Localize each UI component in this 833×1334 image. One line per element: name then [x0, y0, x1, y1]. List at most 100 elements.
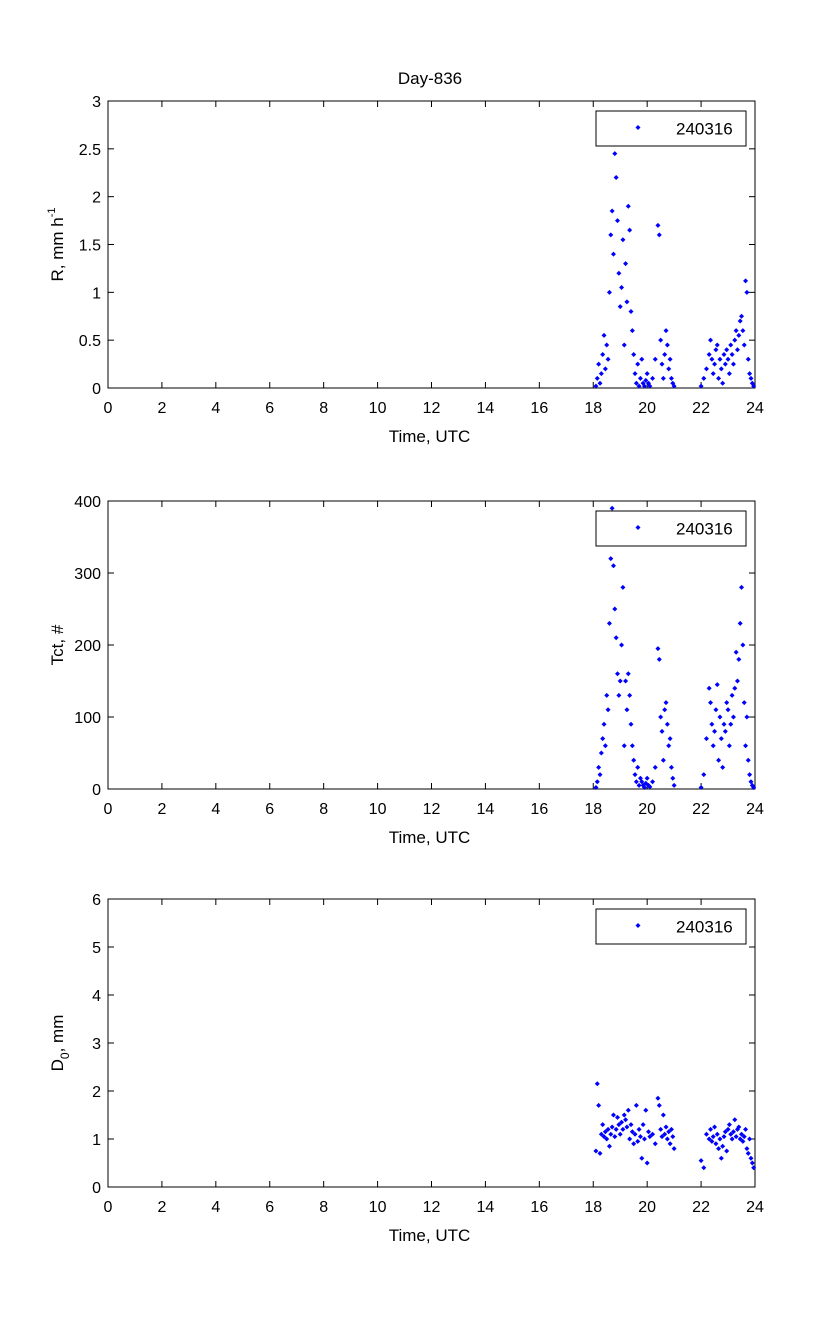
data-point — [751, 1165, 757, 1171]
data-point — [733, 649, 739, 655]
data-point — [721, 721, 727, 727]
data-point — [728, 1131, 734, 1137]
data-point — [721, 352, 727, 358]
legend: 240316 — [595, 908, 747, 945]
data-point — [662, 1131, 668, 1137]
data-point — [743, 278, 749, 284]
data-point — [652, 1141, 658, 1147]
data-point — [737, 1136, 743, 1142]
y-tick-label: 3 — [92, 1036, 101, 1053]
data-point — [606, 620, 612, 626]
data-point — [601, 721, 607, 727]
data-point — [709, 1138, 715, 1144]
data-point — [658, 714, 664, 720]
y-tick-label: 6 — [92, 892, 101, 909]
data-point — [701, 1165, 707, 1171]
data-point — [729, 1136, 735, 1142]
data-point — [610, 251, 616, 257]
data-point — [744, 289, 750, 295]
data-point — [639, 356, 645, 362]
data-point — [732, 685, 738, 691]
data-point — [725, 1126, 731, 1132]
data-point — [609, 208, 615, 214]
data-point — [597, 1150, 603, 1156]
x-tick-label: 24 — [746, 1199, 764, 1216]
data-point — [698, 383, 704, 389]
data-point — [716, 757, 722, 763]
x-tick-label: 2 — [157, 400, 166, 417]
data-point — [741, 1134, 747, 1140]
x-tick-label: 6 — [265, 400, 274, 417]
data-point — [736, 656, 742, 662]
y-tick-label: 3 — [92, 94, 101, 111]
x-tick-label: 2 — [157, 801, 166, 818]
y-tick-label: 4 — [92, 988, 101, 1005]
data-point — [636, 782, 642, 788]
y-tick-label: 0 — [92, 1180, 101, 1197]
data-point — [662, 352, 668, 358]
data-point — [616, 270, 622, 276]
data-point — [643, 1107, 649, 1113]
data-point — [600, 1122, 606, 1128]
data-point — [631, 1141, 637, 1147]
y-tick-label: 2 — [92, 1084, 101, 1101]
data-point — [629, 328, 635, 334]
x-tick-label: 8 — [319, 801, 328, 818]
data-point — [717, 356, 723, 362]
data-point — [604, 692, 610, 698]
data-point — [666, 366, 672, 372]
data-point — [623, 261, 629, 267]
y-axis-label-main: Tct, # — [48, 624, 67, 665]
data-point — [628, 308, 634, 314]
data-point — [627, 692, 633, 698]
data-point — [733, 328, 739, 334]
data-point — [667, 1141, 673, 1147]
data-point — [594, 779, 600, 785]
data-point — [602, 743, 608, 749]
data-point — [716, 1146, 722, 1152]
data-point — [730, 1129, 736, 1135]
x-axis-label: Time, UTC — [389, 1226, 471, 1245]
data-point — [708, 1126, 714, 1132]
data-point — [671, 383, 677, 389]
data-point — [650, 1131, 656, 1137]
data-point — [739, 1131, 745, 1137]
data-point — [739, 584, 745, 590]
legend-label: 240316 — [676, 918, 733, 937]
data-point — [712, 1124, 718, 1130]
y-axis-label-superscript: -1 — [46, 207, 58, 217]
x-tick-label: 4 — [211, 400, 220, 417]
data-point — [740, 642, 746, 648]
data-point — [720, 380, 726, 386]
data-point — [625, 671, 631, 677]
series-240316 — [593, 505, 757, 791]
data-point — [701, 772, 707, 778]
y-tick-label: 0.5 — [79, 333, 101, 350]
data-point — [717, 1136, 723, 1142]
data-point — [741, 700, 747, 706]
x-tick-label: 20 — [638, 1199, 656, 1216]
data-point — [706, 1136, 712, 1142]
data-point — [639, 1155, 645, 1161]
data-point — [668, 764, 674, 770]
data-point — [655, 1095, 661, 1101]
data-point — [635, 1138, 641, 1144]
data-point — [596, 764, 602, 770]
data-point — [617, 304, 623, 310]
y-tick-label: 400 — [74, 494, 101, 511]
data-point — [613, 1126, 619, 1132]
data-point — [656, 232, 662, 238]
plot-area — [107, 500, 756, 790]
x-tick-label: 12 — [423, 801, 441, 818]
data-point — [718, 366, 724, 372]
data-point — [722, 1129, 728, 1135]
y-tick-label: 300 — [74, 566, 101, 583]
data-point — [608, 232, 614, 238]
legend-box — [595, 510, 747, 547]
data-point — [729, 692, 735, 698]
legend: 240316 — [595, 110, 747, 147]
data-point — [647, 784, 653, 790]
data-point — [706, 685, 712, 691]
x-tick-label: 14 — [477, 801, 495, 818]
